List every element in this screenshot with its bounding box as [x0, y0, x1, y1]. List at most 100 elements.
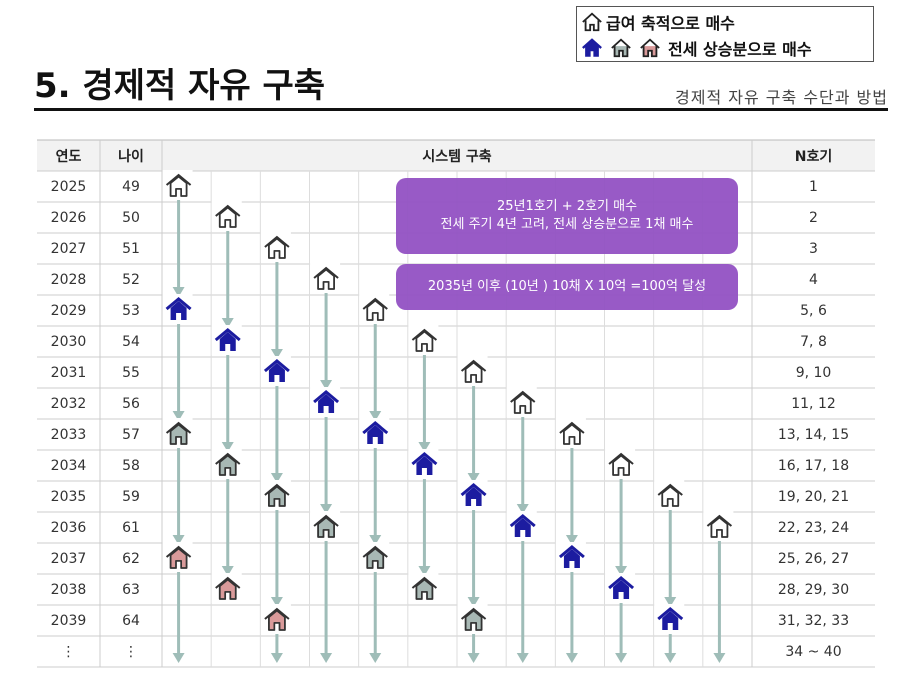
cell-year: 2027	[50, 240, 87, 257]
page-subtitle: 경제적 자유 구축 수단과 방법	[675, 88, 888, 107]
cell-year: 2036	[50, 519, 87, 536]
cell-age: 58	[122, 457, 140, 474]
cell-age: 63	[122, 581, 140, 598]
legend-label-jeonse: 전세 상승분으로 매수	[668, 40, 812, 59]
white-house-icon	[260, 232, 291, 262]
callout-first-line1: 25년1호기 + 2호기 매수	[496, 199, 638, 214]
cell-age: 52	[122, 271, 140, 288]
white-house-icon	[408, 325, 439, 355]
arrow-head	[664, 597, 677, 607]
arrow-head	[172, 653, 185, 663]
arrow-head	[565, 535, 578, 545]
navy-house-icon	[555, 542, 586, 572]
cell-year: 2028	[50, 271, 87, 288]
cell-age: 62	[122, 550, 140, 567]
navy-house-icon	[408, 449, 439, 479]
cell-n: 22, 23, 24	[777, 519, 850, 536]
navy-house-icon	[359, 418, 390, 448]
white-house-icon	[359, 294, 390, 324]
arrow-head	[467, 473, 480, 483]
cell-n: 13, 14, 15	[777, 426, 850, 443]
cell-n: 11, 12	[791, 395, 836, 412]
arrow-head	[270, 473, 283, 483]
title-divider	[34, 108, 888, 111]
cell-age: 49	[122, 178, 140, 195]
arrow-head	[369, 535, 382, 545]
callout-goal-line1: 2035년 이후 (10년 ) 10채 X 10억 =100억 달성	[427, 279, 707, 294]
cell-n: 16, 17, 18	[777, 457, 850, 474]
cell-year: 2029	[50, 302, 87, 319]
arrow-head	[615, 653, 628, 663]
navy-house-icon	[162, 294, 193, 324]
pink-house-icon	[640, 38, 660, 58]
cell-age: 54	[122, 333, 140, 350]
cell-age: 51	[122, 240, 140, 257]
cell-n: 7, 8	[800, 333, 827, 350]
arrow-head	[467, 653, 480, 663]
gray-house-icon	[359, 542, 390, 572]
pink-house-icon	[162, 542, 193, 572]
legend-row-salary: 급여 축적으로 매수	[581, 10, 735, 34]
cell-age: 50	[122, 209, 140, 226]
cell-n: 1	[809, 178, 818, 195]
navy-house-icon	[654, 604, 685, 634]
cell-year: 2033	[50, 426, 87, 443]
arrow-head	[172, 411, 185, 421]
white-house-icon	[211, 201, 242, 231]
pink-house-icon	[211, 573, 242, 603]
white-house-icon	[555, 418, 586, 448]
cell-n: 3	[809, 240, 818, 257]
legend-box: 급여 축적으로 매수 전세 상승분으로 매수	[576, 6, 874, 62]
arrow-head	[418, 566, 431, 576]
arrow-head	[664, 653, 677, 663]
cell-n: 28, 29, 30	[777, 581, 850, 598]
arrow-head	[172, 287, 185, 297]
gray-house-icon	[408, 573, 439, 603]
arrow-head	[713, 653, 726, 663]
arrow-head	[270, 349, 283, 359]
arrow-head	[516, 653, 529, 663]
navy-house-icon	[506, 511, 537, 541]
cell-year: 2035	[50, 488, 87, 505]
arrow-head	[615, 566, 628, 576]
cell-year: 2026	[50, 209, 87, 226]
cell-n: 31, 32, 33	[777, 612, 850, 629]
cell-age: 59	[122, 488, 140, 505]
cell-n: 4	[809, 271, 818, 288]
arrow-head	[418, 442, 431, 452]
white-house-icon	[310, 263, 341, 293]
header-n: N호기	[794, 148, 833, 165]
legend-label-salary: 급여 축적으로 매수	[606, 14, 735, 33]
gray-house-icon	[310, 511, 341, 541]
arrow-head	[320, 504, 333, 514]
arrow-head	[172, 535, 185, 545]
white-house-icon	[506, 387, 537, 417]
navy-house-icon	[457, 480, 488, 510]
callout-goal: 2035년 이후 (10년 ) 10채 X 10억 =100억 달성	[396, 264, 738, 310]
cell-year: 2025	[50, 178, 87, 195]
arrow-head	[369, 411, 382, 421]
cell-n: 19, 20, 21	[777, 488, 850, 505]
navy-house-icon	[260, 356, 291, 386]
header-age: 나이	[118, 148, 144, 165]
cell-year: 2037	[50, 550, 87, 567]
white-house-icon	[582, 12, 602, 32]
cell-year: 2034	[50, 457, 87, 474]
gray-house-icon	[611, 38, 631, 58]
arrow-head	[320, 380, 333, 390]
cell-age: 64	[122, 612, 140, 629]
callout-first-purchases: 25년1호기 + 2호기 매수 전세 주기 4년 고려, 전세 상승분으로 1채…	[396, 178, 738, 254]
arrow-head	[467, 597, 480, 607]
callout-first-line2: 전세 주기 4년 고려, 전세 상승분으로 1채 매수	[440, 217, 694, 232]
table-header-bg	[37, 140, 875, 171]
navy-house-icon	[605, 573, 636, 603]
navy-house-icon	[310, 387, 341, 417]
white-house-icon	[703, 511, 734, 541]
white-house-icon	[457, 356, 488, 386]
arrow-head	[221, 566, 234, 576]
white-house-icon	[605, 449, 636, 479]
white-house-icon	[162, 170, 193, 200]
cell-n: 5, 6	[800, 302, 827, 319]
